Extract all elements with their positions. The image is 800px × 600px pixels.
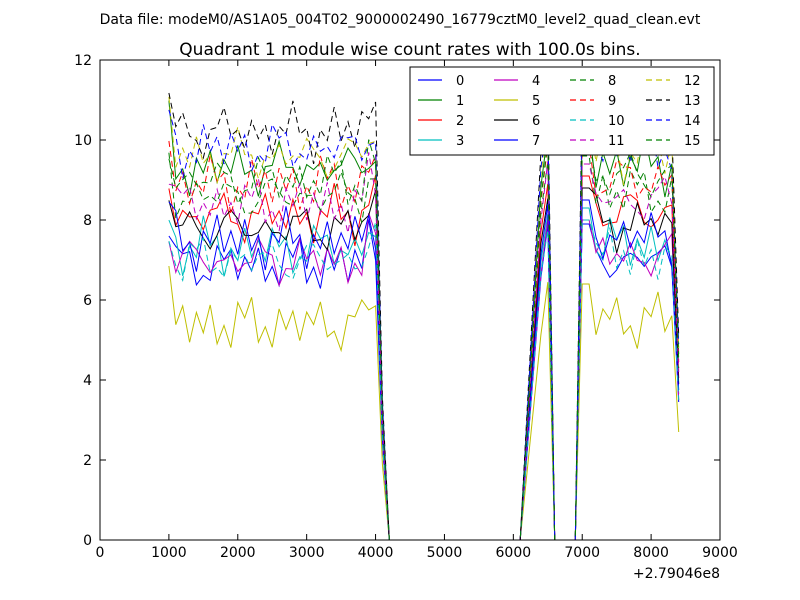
x-tick-label: 7000 xyxy=(564,545,600,561)
y-tick-label: 6 xyxy=(83,293,92,309)
x-tick-label: 5000 xyxy=(427,545,463,561)
x-tick-label: 0 xyxy=(96,545,105,561)
x-tick-label: 2000 xyxy=(220,545,256,561)
legend-box xyxy=(409,66,715,156)
legend-label-1: 1 xyxy=(456,94,464,109)
chart-title: Quadrant 1 module wise count rates with … xyxy=(179,40,640,60)
series-12-line xyxy=(168,96,680,541)
series-10-line xyxy=(168,219,680,541)
legend-label-0: 0 xyxy=(456,74,464,89)
legend-label-11: 11 xyxy=(608,134,625,149)
x-tick-label: 3000 xyxy=(289,545,325,561)
x-tick-label: 8000 xyxy=(633,545,669,561)
series-15-line xyxy=(168,139,680,541)
legend-label-14: 14 xyxy=(684,114,701,129)
series-layer xyxy=(168,91,680,541)
legend-label-3: 3 xyxy=(456,134,464,149)
y-tick-label: 8 xyxy=(83,213,92,229)
series-11-line xyxy=(168,152,680,541)
legend-label-4: 4 xyxy=(532,74,540,89)
series-8-line xyxy=(168,152,680,541)
legend-label-13: 13 xyxy=(684,94,701,109)
y-tick-label: 10 xyxy=(74,133,92,149)
y-tick-label: 0 xyxy=(83,533,92,549)
series-9-line xyxy=(168,140,680,541)
legend-label-15: 15 xyxy=(684,134,701,149)
legend-label-12: 12 xyxy=(684,74,701,89)
series-1-line xyxy=(168,100,680,541)
y-tick-label: 2 xyxy=(83,453,92,469)
legend-label-10: 10 xyxy=(608,114,625,129)
legend-label-6: 6 xyxy=(532,114,540,129)
legend-label-2: 2 xyxy=(456,114,464,129)
x-tick-label: 6000 xyxy=(496,545,532,561)
series-14-line xyxy=(168,107,680,541)
y-tick-label: 4 xyxy=(83,373,92,389)
x-tick-label: 1000 xyxy=(151,545,187,561)
series-5-line xyxy=(168,265,680,541)
chart-suptitle: Data file: modeM0/AS1A05_004T02_90000024… xyxy=(100,12,701,28)
y-tick-label: 12 xyxy=(74,53,92,69)
x-tick-label: 4000 xyxy=(358,545,394,561)
legend-label-9: 9 xyxy=(608,94,616,109)
series-7-line xyxy=(168,199,680,541)
x-tick-label: 9000 xyxy=(702,545,738,561)
x-offset-label: +2.79046e8 xyxy=(633,566,720,582)
legend-label-7: 7 xyxy=(532,134,540,149)
legend-label-5: 5 xyxy=(532,94,540,109)
axis-ticks: 0 1000 2000 3000 4000 5000 6000 7000 8000 9000 0 2 4… xyxy=(74,53,738,561)
series-0-line xyxy=(168,219,680,541)
legend-label-8: 8 xyxy=(608,74,616,89)
